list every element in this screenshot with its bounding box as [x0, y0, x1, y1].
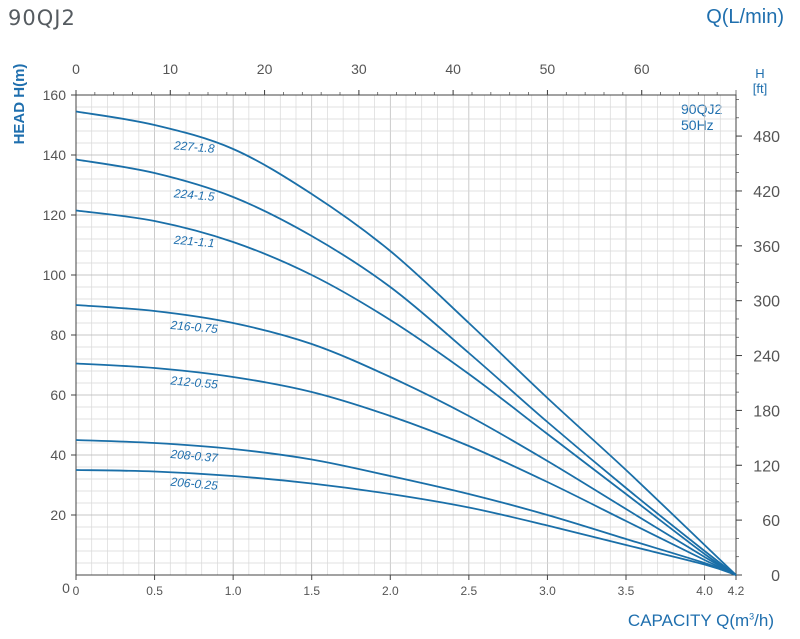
- x-axis-title-suffix: /h): [754, 611, 774, 630]
- curve-label: 208-0.37: [169, 447, 220, 465]
- top-tick-label: 30: [351, 61, 367, 77]
- right-tick-label: 120: [753, 458, 780, 475]
- y-tick-label: 60: [50, 387, 66, 403]
- y-tick-label: 100: [43, 267, 67, 283]
- right-axis-h: H: [755, 66, 765, 81]
- top-tick-label: 50: [540, 61, 556, 77]
- x-tick-label: 1.5: [303, 584, 320, 598]
- x-tick-label: 2.0: [382, 584, 399, 598]
- x-axis-title-prefix: CAPACITY Q(m: [627, 611, 750, 630]
- curve-206-0.25: [75, 469, 737, 576]
- x-tick-label: 0.5: [146, 584, 163, 598]
- top-tick-label: 0: [72, 61, 80, 77]
- model-tag-name: 90QJ2: [681, 101, 723, 117]
- right-tick-label: 180: [753, 403, 780, 420]
- curve-212-0.55: [75, 362, 737, 576]
- x-tick-label: 3.5: [618, 584, 635, 598]
- y-tick-label: 80: [50, 327, 66, 343]
- curve-label: 216-0.75: [169, 318, 219, 336]
- curve-label: 212-0.55: [169, 373, 219, 391]
- right-tick-label: 420: [753, 184, 780, 201]
- top-tick-label: 20: [257, 61, 273, 77]
- curve-224-1.5: [75, 158, 737, 576]
- curve-216-0.75: [75, 304, 737, 576]
- y-tick-label: 120: [43, 207, 67, 223]
- right-axis-unit: [ft]: [752, 81, 768, 96]
- x-tick-label: 1.0: [225, 584, 242, 598]
- curve-label: 221-1.1: [172, 233, 215, 251]
- curve-label: 227-1.8: [172, 138, 215, 156]
- top-tick-label: 10: [162, 61, 178, 77]
- right-tick-label: 480: [753, 129, 780, 146]
- y-tick-label: 160: [43, 87, 67, 103]
- x-tick-label: 2.5: [461, 584, 478, 598]
- x-tick-label: 0: [73, 584, 80, 598]
- x-axis-title: CAPACITY Q(m3/h): [628, 611, 774, 631]
- right-tick-label: 0: [771, 568, 780, 585]
- right-axis-title: H [ft]: [748, 66, 772, 96]
- x-tick-label: 4.0: [696, 584, 713, 598]
- curve-label: 206-0.25: [169, 475, 219, 493]
- right-tick-label: 240: [753, 349, 780, 366]
- x-tick-label: 4.2: [728, 584, 745, 598]
- curve-227-1.8: [75, 110, 737, 576]
- top-tick-label: 60: [634, 61, 650, 77]
- right-tick-label: 300: [753, 294, 780, 311]
- x-tick-label: 3.0: [539, 584, 556, 598]
- curve-221-1.1: [75, 209, 737, 576]
- top-tick-label: 40: [445, 61, 461, 77]
- y-tick-label: 140: [43, 147, 67, 163]
- y-tick-label: 20: [50, 507, 66, 523]
- y-tick-label: 40: [50, 447, 66, 463]
- top-axis-title: Q(L/min): [706, 6, 784, 28]
- curve-208-0.37: [75, 439, 737, 576]
- x-axis-title-sup: 3: [749, 611, 755, 622]
- y-tick-label-zero: 0: [62, 580, 70, 596]
- right-tick-label: 360: [753, 239, 780, 256]
- right-tick-label: 60: [762, 513, 780, 530]
- chart-title: 90QJ2: [8, 6, 76, 30]
- curve-label: 224-1.5: [172, 186, 215, 204]
